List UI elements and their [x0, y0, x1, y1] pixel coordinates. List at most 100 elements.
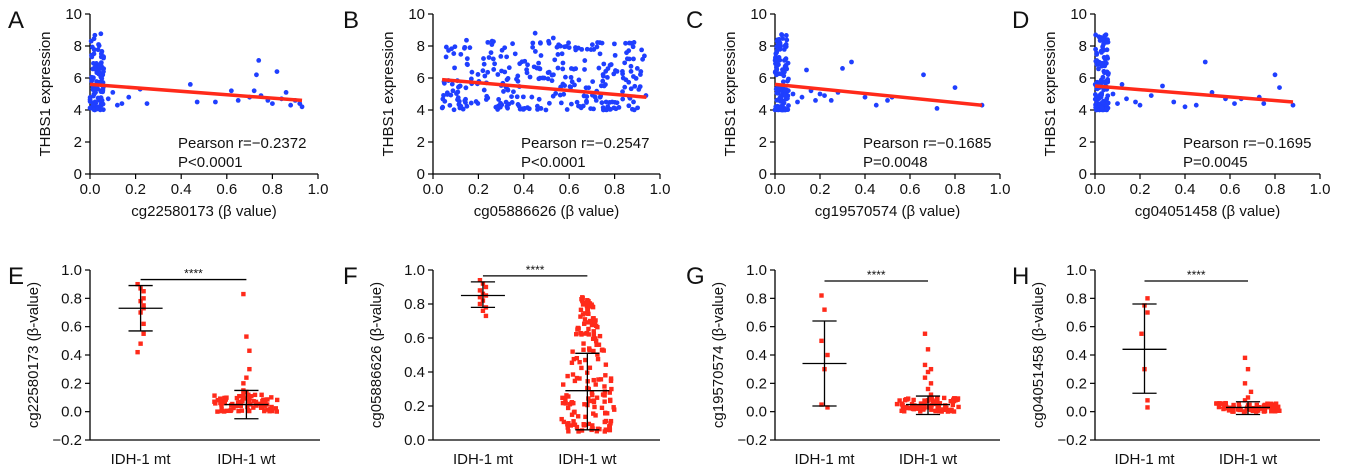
data-point [905, 396, 911, 401]
data-point [237, 400, 243, 405]
panel-e: E −0.2 0.0 0.2 0.4 0.6 0.8 1.0 cg22580173 (β-val… [8, 262, 320, 468]
scatter-point [256, 58, 262, 63]
scatter-point [630, 44, 636, 50]
data-point [928, 381, 934, 386]
scatter-point [589, 42, 595, 48]
scatter-point [622, 60, 628, 66]
scatter-point [1124, 96, 1129, 102]
data-point [215, 397, 220, 403]
y-tick-label: −0.2 [52, 432, 82, 449]
y-tick-label: 0.8 [1066, 290, 1087, 307]
scatter-point [952, 85, 958, 90]
data-point [593, 336, 598, 341]
scatter-point [563, 74, 568, 80]
data-point [590, 304, 596, 310]
y-tick-label: 1.0 [61, 262, 82, 279]
y-tick-label: 8 [74, 38, 82, 55]
y-tick-label: 0.8 [746, 290, 767, 307]
scatter-point [612, 52, 618, 58]
x-category-label: IDH-1 mt [1115, 451, 1176, 468]
data-point [259, 392, 264, 398]
scatter-point [785, 88, 791, 94]
y-tick-label: 0.2 [61, 375, 82, 392]
data-point [254, 403, 259, 408]
scatter-point [95, 47, 101, 53]
data-point [591, 348, 596, 354]
scatter-point [782, 107, 788, 113]
scatter-point [449, 46, 454, 52]
scatter-point [1105, 100, 1111, 106]
data-point [584, 303, 590, 309]
data-point [241, 291, 246, 297]
y-tick-label: 6 [759, 70, 767, 87]
pearson-r-label: Pearson r=−0.1695 [1183, 135, 1311, 152]
scatter-point [187, 82, 193, 87]
scatter-point [464, 37, 469, 43]
scatter-point [91, 60, 96, 66]
scatter-point [87, 105, 93, 111]
x-tick-label: 1.0 [650, 181, 671, 198]
data-point [578, 307, 584, 313]
data-point [594, 395, 600, 400]
scatter-point [90, 101, 96, 107]
data-point [477, 288, 483, 293]
scatter-point [532, 30, 538, 36]
scatter-point [1094, 58, 1100, 63]
data-point [595, 356, 601, 362]
scatter-point [564, 107, 570, 112]
y-tick-label: 4 [1079, 102, 1087, 119]
y-axis-label: cg04051458 (β-value) [1030, 282, 1047, 428]
scatter-point [780, 79, 786, 85]
scatter-point [774, 97, 780, 103]
scatter-point [795, 99, 800, 105]
scatter-point [601, 61, 607, 67]
scatter-point [622, 84, 628, 90]
y-tick-label: 0.4 [1066, 347, 1087, 364]
scatter-point [509, 94, 514, 100]
scatter-point [635, 105, 641, 111]
data-point [1273, 404, 1278, 409]
scatter-point [577, 104, 583, 109]
y-tick-label: 4 [417, 102, 425, 119]
scatter-point [541, 75, 547, 81]
data-point [918, 409, 923, 414]
data-point [591, 316, 596, 321]
y-axis-label: THBS1 expression [1042, 31, 1059, 156]
scatter-point [558, 100, 564, 106]
data-point [572, 378, 578, 384]
scatter-point [849, 59, 854, 65]
data-point [584, 300, 590, 305]
scatter-point [1115, 101, 1120, 106]
scatter-point [1094, 52, 1100, 57]
data-point [274, 409, 280, 414]
scatter-point [443, 44, 449, 50]
y-axis-label: THBS1 expression [722, 31, 739, 156]
scatter-point [582, 67, 587, 72]
data-point [594, 429, 600, 434]
data-point [950, 402, 956, 408]
scatter-point [98, 31, 104, 37]
scatter-point [462, 98, 468, 104]
scatter-point [441, 80, 447, 86]
data-point [586, 421, 592, 427]
scatter-point [777, 42, 783, 48]
scatter-point [1102, 56, 1108, 62]
scatter-point [595, 40, 600, 45]
scatter-point [781, 69, 787, 75]
scatter-point [467, 45, 473, 51]
data-point [608, 378, 614, 384]
data-point [1271, 407, 1276, 412]
y-tick-label: 0 [1079, 166, 1087, 183]
panel-letter: F [343, 263, 358, 290]
scatter-point [557, 92, 563, 98]
scatter-point [490, 56, 496, 62]
scatter-point [885, 98, 890, 103]
scatter-point [93, 89, 98, 95]
scatter-point [1182, 104, 1188, 110]
data-point [251, 405, 256, 410]
scatter-point [1103, 60, 1109, 66]
data-point [602, 384, 607, 389]
scatter-point [450, 88, 456, 94]
data-point [561, 382, 566, 387]
scatter-point [534, 103, 540, 109]
